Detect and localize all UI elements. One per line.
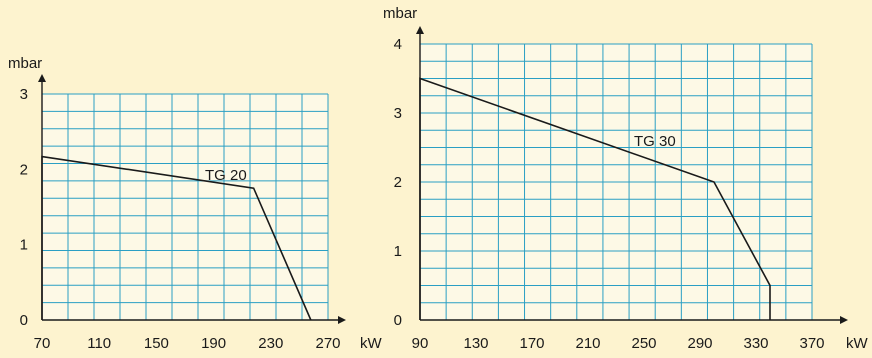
x-tick-label: 110: [87, 335, 111, 352]
y-tick-label: 1: [20, 237, 28, 254]
x-tick-label: 270: [315, 335, 340, 352]
chart-tg30: 90 130 170 210 250 290 330 370 0 1 2 3 4 mbar kW TG 30: [383, 5, 869, 352]
y-axis-unit: mbar: [383, 5, 417, 22]
y-tick-label: 0: [20, 312, 28, 329]
y-axis-unit: mbar: [8, 55, 42, 72]
y-axis-arrow: [38, 74, 46, 82]
series-line: [41, 155, 312, 321]
series-label: TG 30: [634, 133, 676, 150]
y-tick-label: 0: [394, 312, 402, 329]
x-tick-label: 230: [258, 335, 283, 352]
chart-tg20: 70 110 150 190 230 270 0 1 2 3 mbar kW TG 20: [8, 55, 383, 352]
x-tick-label: 170: [519, 335, 544, 352]
x-tick-label: 90: [412, 335, 429, 352]
x-axis-unit: kW: [846, 335, 869, 352]
x-tick-label: 290: [687, 335, 712, 352]
y-tick-label: 3: [20, 86, 28, 103]
x-axis-unit: kW: [360, 335, 383, 352]
x-axis-arrow: [338, 316, 346, 324]
x-tick-label: 190: [201, 335, 226, 352]
series-label: TG 20: [205, 167, 247, 184]
x-tick-label: 130: [463, 335, 488, 352]
x-tick-label: 210: [575, 335, 600, 352]
x-axis-arrow: [840, 316, 848, 324]
x-tick-label: 370: [799, 335, 824, 352]
x-tick-label: 150: [144, 335, 169, 352]
grid: [419, 43, 813, 321]
x-tick-label: 70: [34, 335, 51, 352]
y-axis-arrow: [416, 26, 424, 34]
y-tick-label: 4: [394, 36, 402, 53]
plot-area: [42, 94, 328, 320]
x-tick-label: 330: [743, 335, 768, 352]
y-tick-label: 2: [20, 161, 28, 178]
y-tick-label: 1: [394, 243, 402, 260]
y-tick-label: 3: [394, 105, 402, 122]
series-line: [419, 77, 771, 320]
y-tick-label: 2: [394, 174, 402, 191]
x-tick-label: 250: [631, 335, 656, 352]
